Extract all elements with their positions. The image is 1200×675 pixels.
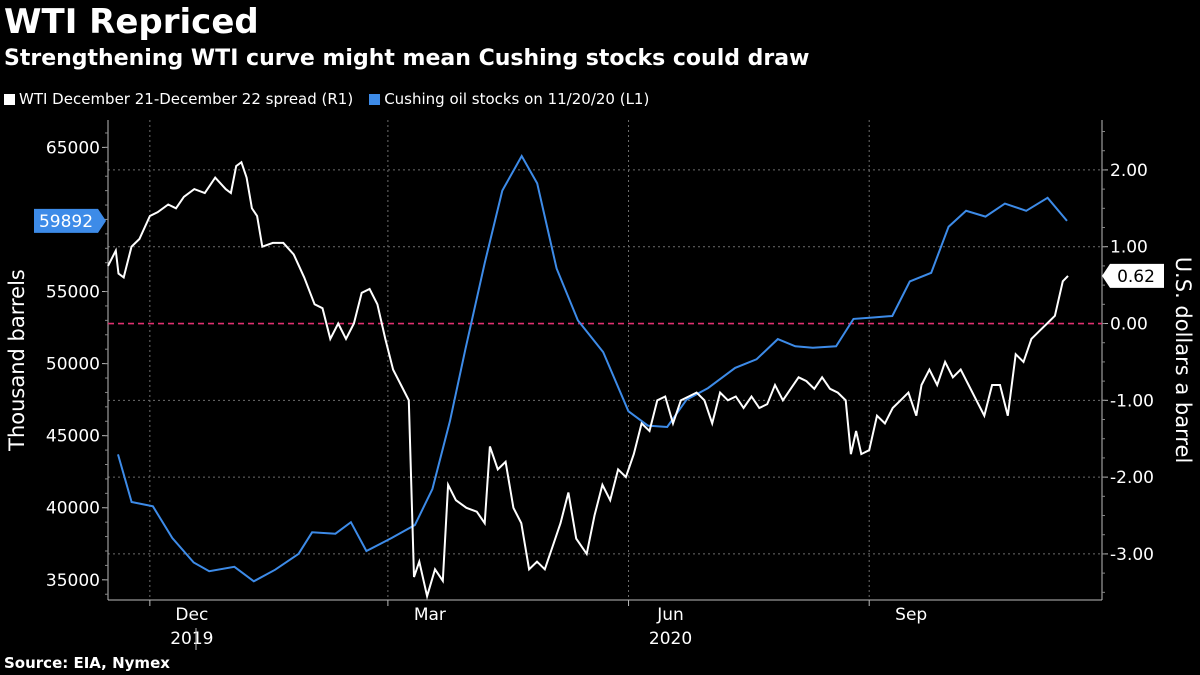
source-note: Source: EIA, Nymex: [4, 654, 170, 672]
left-tick-label: 65000: [46, 138, 100, 158]
value-labels: 59892 0.62: [34, 208, 1164, 288]
chart-title: WTI Repriced: [4, 2, 259, 42]
series: [107, 153, 1102, 601]
right-tick-label: -3.00: [1110, 545, 1154, 565]
x-tick-label: Sep: [895, 605, 927, 625]
last-value-label-stocks: 59892: [39, 212, 93, 232]
x-tick-label: Jun: [656, 605, 684, 625]
grid: [108, 120, 1102, 600]
x-tick-label: Dec: [175, 605, 208, 625]
right-tick-label: 2.00: [1110, 161, 1148, 181]
left-tick-label: 55000: [46, 283, 100, 303]
left-tick-label: 35000: [46, 571, 100, 591]
x-tick-label: Mar: [414, 605, 446, 625]
left-tick-label: 50000: [46, 355, 100, 375]
axes: 35000 40000 45000 50000 55000 65000 -3.00 -2.00…: [5, 120, 1195, 650]
legend-label-spread: WTI December 21-December 22 spread (R1): [19, 90, 354, 108]
right-tick-label: 0.00: [1110, 315, 1148, 335]
legend-item-spread: WTI December 21-December 22 spread (R1): [4, 90, 353, 108]
right-axis-title: U.S. dollars a barrel: [1171, 257, 1195, 464]
left-tick-label: 45000: [46, 427, 100, 447]
right-tick-label: -1.00: [1110, 391, 1154, 411]
legend-swatch-stocks: [369, 93, 381, 105]
x-year-label: 2019: [170, 629, 213, 649]
right-tick-label: -2.00: [1110, 468, 1154, 488]
last-value-box-stocks: [34, 208, 106, 233]
left-axis-title: Thousand barrels: [5, 269, 29, 452]
last-value-label-spread: 0.62: [1117, 267, 1155, 287]
legend-label-stocks: Cushing oil stocks on 11/20/20 (L1): [384, 90, 650, 108]
legend-item-stocks: Cushing oil stocks on 11/20/20 (L1): [369, 90, 649, 108]
legend: WTI December 21-December 22 spread (R1) …: [4, 90, 649, 108]
right-tick-label: 1.00: [1110, 238, 1148, 258]
series-line-stocks: [117, 153, 1068, 583]
series-line-spread: [107, 160, 1069, 601]
legend-swatch-spread: [4, 93, 15, 105]
left-tick-label: 40000: [46, 499, 100, 519]
x-year-label: 2020: [649, 629, 692, 649]
chart-subtitle: Strengthening WTI curve might mean Cushi…: [4, 46, 810, 71]
last-value-box-spread: [1102, 263, 1164, 288]
